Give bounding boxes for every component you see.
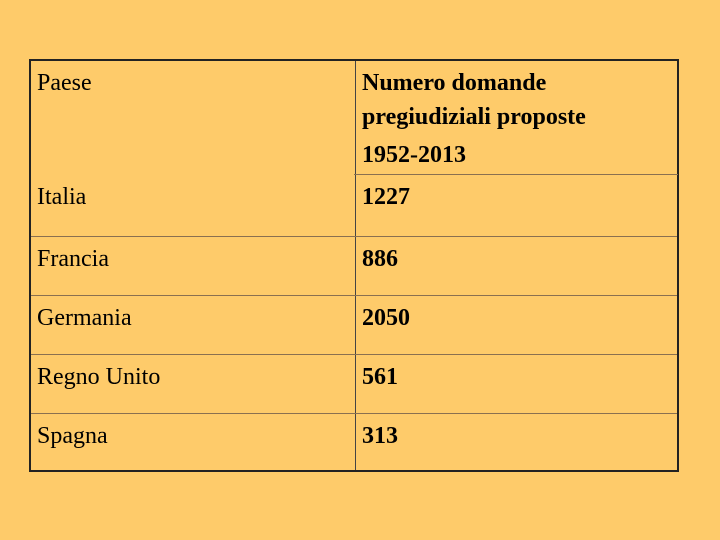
row-count: 313 xyxy=(362,423,398,449)
header-count-label-line-3: 1952-2013 xyxy=(362,142,466,168)
data-table: Paese Numero domande pregiudiziali propo… xyxy=(29,59,679,472)
table-row: Germania 2050 xyxy=(31,295,677,354)
table-row: Regno Unito 561 xyxy=(31,354,677,413)
table-row: Spagna 313 xyxy=(31,413,677,470)
row-country: Spagna xyxy=(37,423,108,449)
row-country: Regno Unito xyxy=(37,364,161,390)
header-divider xyxy=(354,174,678,175)
row-count: 2050 xyxy=(362,305,410,331)
row-country: Italia xyxy=(37,184,87,210)
table-row: Italia 1227 xyxy=(31,176,677,236)
row-count: 561 xyxy=(362,364,398,390)
header-count-label-line-1: Numero domande xyxy=(362,70,547,96)
header-country-label: Paese xyxy=(37,70,92,96)
header-count-label-line-2: pregiudiziali proposte xyxy=(362,104,586,130)
row-country: Germania xyxy=(37,305,132,331)
column-divider xyxy=(355,61,356,470)
row-count: 1227 xyxy=(362,184,410,210)
row-count: 886 xyxy=(362,246,398,272)
row-country: Francia xyxy=(37,246,109,272)
table-header-row: Paese Numero domande pregiudiziali propo… xyxy=(31,61,677,176)
table-row: Francia 886 xyxy=(31,236,677,295)
